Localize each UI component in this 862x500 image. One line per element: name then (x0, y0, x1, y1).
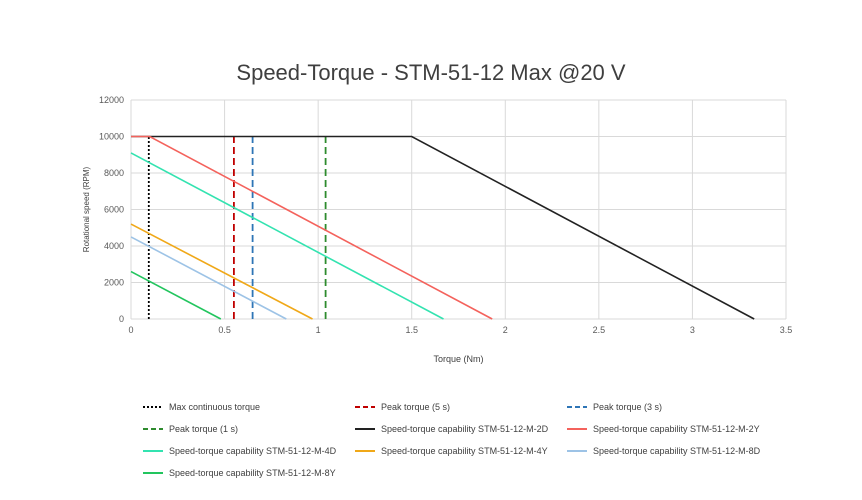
y-tick-label: 0 (119, 314, 124, 324)
legend-label: Speed-torque capability STM-51-12-M-2D (381, 424, 549, 434)
legend-label: Peak torque (3 s) (593, 402, 663, 412)
series-line-10 (130, 270, 222, 320)
x-tick-label: 1.5 (405, 325, 418, 335)
legend-swatch (143, 450, 163, 452)
series-line-6 (131, 135, 493, 320)
legend-item: Max continuous torque (143, 401, 260, 413)
y-tick-label: 6000 (104, 205, 124, 215)
x-tick-label: 1 (316, 325, 321, 335)
legend-swatch (567, 450, 587, 452)
y-tick-label: 8000 (104, 168, 124, 178)
x-tick-label: 3 (690, 325, 695, 335)
legend-item: Speed-torque capability STM-51-12-M-2Y (567, 423, 760, 435)
y-tick-label: 4000 (104, 241, 124, 251)
series-line-7 (130, 152, 444, 320)
legend-label: Speed-torque capability STM-51-12-M-4Y (381, 446, 548, 456)
legend-label: Speed-torque capability STM-51-12-M-4D (169, 446, 337, 456)
legend-swatch (567, 406, 587, 408)
x-tick-label: 0.5 (218, 325, 231, 335)
y-axis-label: Rotational speed (RPM) (82, 166, 91, 252)
legend-label: Max continuous torque (169, 402, 261, 412)
series-line-9 (130, 236, 287, 320)
x-tick-label: 2.5 (593, 325, 606, 335)
series-line-8 (130, 223, 313, 320)
legend-swatch (567, 428, 587, 430)
legend-swatch (355, 428, 375, 430)
legend-label: Speed-torque capability STM-51-12-M-8Y (169, 468, 336, 478)
chart-title: Speed-Torque - STM-51-12 Max @20 V (236, 60, 626, 85)
legend-item: Peak torque (3 s) (567, 401, 662, 413)
series-line-5 (131, 135, 755, 320)
x-tick-label: 0 (128, 325, 133, 335)
legend-label: Peak torque (5 s) (381, 402, 451, 412)
legend-swatch (143, 406, 163, 408)
legend-item: Speed-torque capability STM-51-12-M-8Y (143, 467, 336, 479)
y-tick-label: 12000 (99, 95, 124, 105)
y-tick-label: 10000 (99, 132, 124, 142)
legend-swatch (355, 406, 375, 408)
plot-area: 0 2000 4000 6000 8000 10000 12000 0 0.5 1 1.5 2 2.5 3… (82, 95, 793, 364)
legend-swatch (143, 472, 163, 474)
legend-item: Speed-torque capability STM-51-12-M-2D (355, 423, 548, 435)
legend-label: Peak torque (1 s) (169, 424, 239, 434)
x-tick-label: 3.5 (780, 325, 793, 335)
legend-swatch (143, 428, 163, 430)
legend-item: Speed-torque capability STM-51-12-M-8D (567, 445, 760, 457)
legend-label: Speed-torque capability STM-51-12-M-8D (593, 446, 761, 456)
legend-swatch (355, 450, 375, 452)
legend-item: Speed-torque capability STM-51-12-M-4D (143, 445, 336, 457)
legend-item: Peak torque (1 s) (143, 423, 238, 435)
legend-item: Peak torque (5 s) (355, 401, 450, 413)
legend-label: Speed-torque capability STM-51-12-M-2Y (593, 424, 760, 434)
legend-item: Speed-torque capability STM-51-12-M-4Y (355, 445, 548, 457)
y-tick-label: 2000 (104, 278, 124, 288)
x-axis-label: Torque (Nm) (433, 354, 483, 364)
x-tick-label: 2 (503, 325, 508, 335)
